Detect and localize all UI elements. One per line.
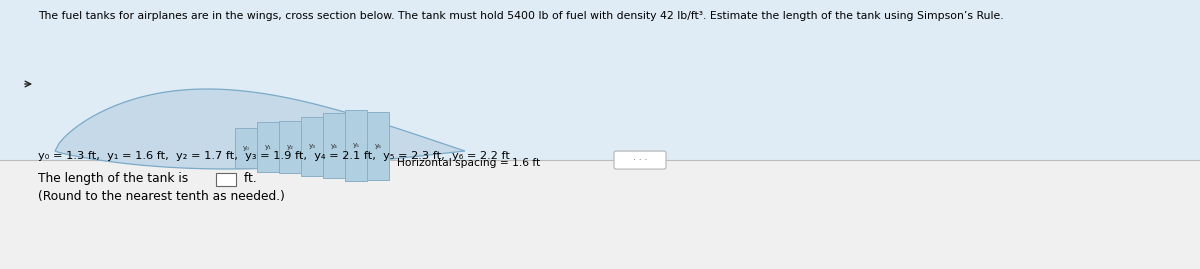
Bar (323, 114, 346, 178)
Text: y₀ = 1.3 ft,  y₁ = 1.6 ft,  y₂ = 1.7 ft,  y₃ = 1.9 ft,  y₄ = 2.1 ft,  y₅ = 2.3 f: y₀ = 1.3 ft, y₁ = 1.6 ft, y₂ = 1.7 ft, y… (38, 151, 510, 161)
Text: y₆: y₆ (374, 143, 382, 148)
Text: ft.: ft. (240, 172, 257, 185)
Bar (216, 173, 236, 186)
Bar (278, 121, 301, 173)
Text: y₁: y₁ (264, 144, 271, 150)
Bar (367, 112, 389, 179)
Text: y₃: y₃ (308, 143, 316, 149)
Text: (Round to the nearest tenth as needed.): (Round to the nearest tenth as needed.) (38, 190, 284, 203)
Text: y₄: y₄ (330, 143, 337, 149)
Text: The length of the tank is: The length of the tank is (38, 172, 192, 185)
Bar (0, 160, 1200, 269)
Bar (346, 110, 367, 181)
Bar (257, 122, 278, 172)
Text: · · ·: · · · (632, 155, 647, 165)
FancyBboxPatch shape (614, 151, 666, 169)
Polygon shape (55, 89, 466, 169)
Text: y₅: y₅ (353, 142, 360, 148)
Bar (235, 128, 257, 168)
Text: The fuel tanks for airplanes are in the wings, cross section below. The tank mus: The fuel tanks for airplanes are in the … (38, 11, 1003, 21)
Text: y₀: y₀ (242, 145, 250, 151)
Text: Horizontal spacing = 1.6 ft: Horizontal spacing = 1.6 ft (397, 158, 540, 168)
Text: y₂: y₂ (287, 144, 294, 150)
Bar (301, 117, 323, 176)
